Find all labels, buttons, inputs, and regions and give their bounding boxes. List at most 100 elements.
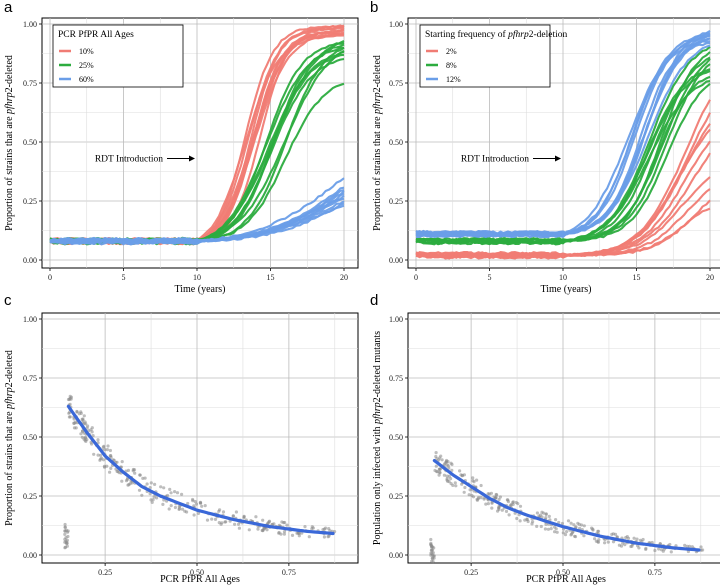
scatter-point [557, 520, 561, 525]
scatter-point [82, 414, 86, 418]
scatter-point [555, 530, 559, 534]
scatter-point [576, 521, 580, 525]
scatter-point [307, 535, 311, 539]
y-tick-label: 0.75 [389, 79, 403, 88]
scatter-point [539, 524, 543, 529]
scatter-point [560, 521, 565, 526]
legend-label: 60% [79, 75, 94, 84]
scatter-point [494, 492, 498, 497]
scatter-point [242, 515, 246, 519]
scatter-point [553, 530, 557, 534]
scatter-point [573, 535, 578, 539]
scatter-point [103, 448, 107, 452]
scatter-point [445, 477, 449, 481]
scatter-point [553, 525, 557, 529]
scatter-point [535, 511, 540, 515]
y-axis-label: Population only infected with pfhrp2-del… [372, 331, 383, 545]
scatter-point [687, 544, 692, 549]
scatter-point [518, 519, 522, 523]
scatter-point [606, 540, 610, 544]
scatter-point [311, 526, 315, 530]
legend-label: 25% [79, 61, 94, 70]
scatter-point [81, 429, 85, 433]
scatter-point [277, 531, 281, 535]
scatter-point [180, 507, 185, 511]
scatter-point [475, 478, 479, 482]
scatter-point [173, 490, 177, 494]
scatter-point [285, 523, 289, 527]
scatter-point [96, 453, 100, 457]
panel-letter: d [370, 292, 378, 309]
series-line-12pct [415, 34, 711, 238]
scatter-point [66, 397, 71, 402]
series-group [49, 24, 345, 246]
scatter-point [507, 513, 511, 517]
scatter-point [566, 519, 571, 523]
scatter-point [459, 473, 463, 477]
scatter-point [96, 438, 100, 442]
scatter-point [194, 502, 199, 506]
scatter-point [514, 500, 518, 505]
scatter-point [641, 537, 645, 542]
scatter-point [74, 426, 78, 430]
scatter-point [231, 514, 235, 518]
scatter-point [458, 469, 462, 473]
scatter-point [68, 394, 72, 398]
scatter-point [518, 504, 523, 508]
scatter-point [504, 509, 509, 513]
scatter-point [270, 522, 274, 526]
scatter-point [254, 515, 258, 519]
y-tick-label: 0.25 [23, 197, 37, 206]
scatter-point [632, 536, 636, 540]
series-line-8pct [415, 80, 711, 246]
legend-box [52, 24, 184, 88]
scatter-point [690, 545, 694, 549]
scatter-point [84, 439, 88, 443]
scatter-point [597, 538, 601, 542]
scatter-point [175, 491, 180, 495]
scatter-point [506, 500, 510, 504]
scatter-point [603, 541, 607, 545]
scatter-point [105, 464, 109, 468]
scatter-point [487, 492, 491, 496]
scatter-point [500, 508, 504, 512]
legend-title: PCR PfPR All Ages [58, 29, 134, 40]
scatter-point [322, 535, 326, 539]
scatter-point [183, 509, 187, 513]
scatter-point [177, 505, 181, 509]
scatter-point [467, 493, 471, 497]
series-line-2pct [415, 123, 711, 259]
scatter-point [169, 504, 173, 508]
scatter-point [213, 517, 218, 522]
plot-frame [41, 312, 359, 564]
scatter-point [152, 495, 156, 499]
scatter-point [155, 496, 159, 500]
scatter-point [497, 497, 501, 502]
scatter-point [479, 483, 483, 488]
scatter-point [140, 493, 144, 497]
scatter-point [572, 523, 576, 527]
x-axis-label: Time (years) [174, 284, 225, 295]
scatter-point [462, 490, 466, 494]
scatter-point [544, 512, 548, 516]
scatter-point [429, 537, 433, 542]
scatter-point [218, 508, 222, 512]
x-tick-label: 5 [122, 273, 126, 282]
scatter-point [511, 501, 515, 505]
scatter-point [624, 536, 628, 540]
scatter-point [669, 550, 673, 554]
scatter-point [484, 502, 488, 506]
rdt-arrowhead [555, 155, 561, 162]
scatter-point [63, 546, 67, 550]
scatter-point [498, 495, 502, 499]
scatter-point [72, 421, 76, 425]
y-tick-label: 0.75 [23, 79, 37, 88]
scatter-point [637, 546, 641, 550]
scatter-point [540, 510, 544, 514]
scatter-point [198, 500, 203, 504]
y-tick-label: 1.00 [389, 20, 403, 29]
x-tick-label: 10 [193, 273, 201, 282]
scatter-point [549, 527, 553, 531]
scatter-point [90, 430, 94, 434]
scatter-point [463, 485, 467, 490]
